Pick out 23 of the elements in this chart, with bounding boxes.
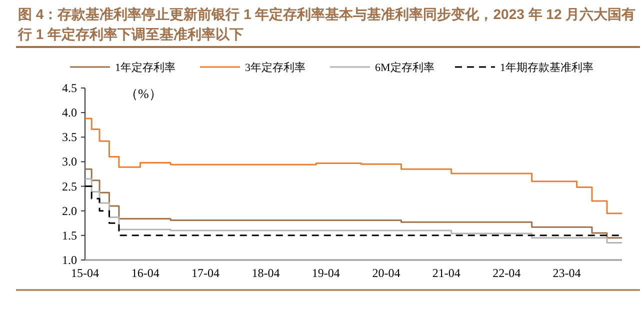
legend-label: 1年定存利率 [115,61,176,74]
x-tick-label: 17-04 [192,266,220,280]
y-tick-label: 2.5 [62,179,77,194]
legend-label: 3年定存利率 [245,61,306,74]
x-tick-label: 20-04 [372,266,400,280]
y-tick-label: 3.0 [62,154,77,169]
legend-label: 1年期存款基准利率 [500,61,594,74]
x-tick-label: 22-04 [492,266,521,280]
y-axis-title: （%） [125,86,162,101]
y-tick-label: 1.5 [62,228,77,242]
x-tick-label: 21-04 [432,266,460,280]
x-tick-label: 15-04 [71,266,99,280]
x-tick-label: 23-04 [552,266,581,280]
x-tick-label: 18-04 [252,266,280,280]
x-tick-label: 19-04 [312,266,340,280]
y-tick-label: 1.0 [62,253,77,267]
legend-label: 6M定存利率 [375,61,434,74]
x-tick-label: 16-04 [131,266,160,280]
y-tick-label: 4.0 [62,106,77,120]
y-tick-label: 2.0 [62,204,77,218]
y-tick-label: 4.5 [62,81,77,95]
y-tick-label: 3.5 [62,130,77,144]
chart-title: 图 4：存款基准利率停止更新前银行 1 年定存利率基本与基准利率同步变化，2023 年 12 月六大国有行 1 年定存利率下调至基准利率以下 [18,5,637,44]
